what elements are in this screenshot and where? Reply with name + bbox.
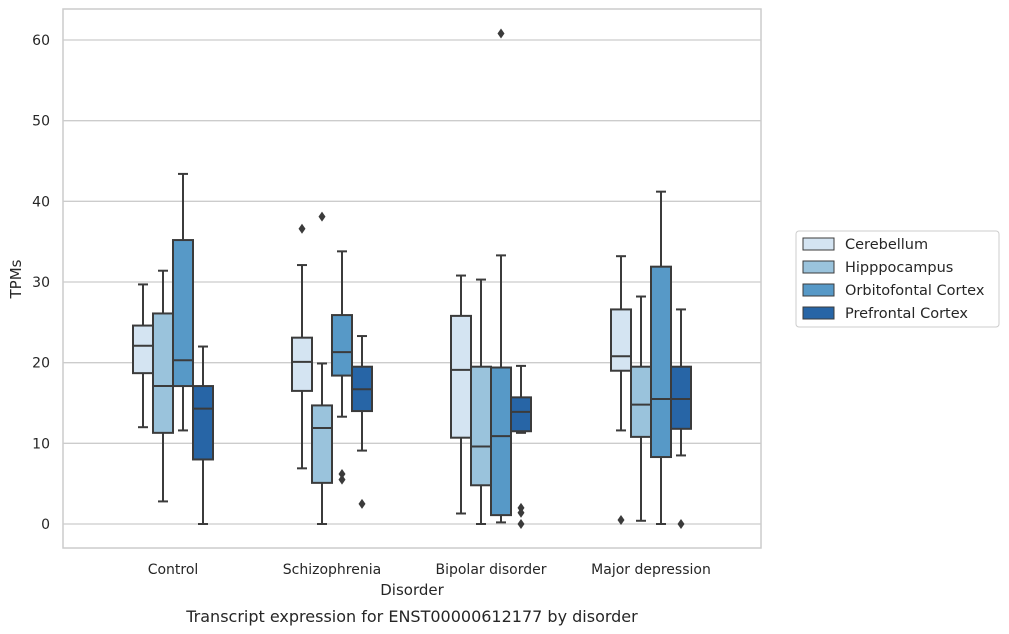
y-tick-label-30: 30 — [32, 275, 50, 291]
box-orbitofontal-cortex-0 — [172, 172, 194, 432]
box-iqr — [450, 314, 472, 439]
legend: Cerebellum Hipppocampus Orbitofontal Corte… — [795, 230, 1000, 328]
box-hipppocampus-3 — [630, 295, 652, 522]
outlier-point-0 — [677, 519, 685, 529]
box-iqr — [331, 314, 353, 377]
box-iqr — [152, 312, 174, 434]
box-prefrontal-cortex-3 — [670, 308, 692, 529]
box-prefrontal-cortex-1 — [351, 335, 373, 509]
box-iqr — [670, 365, 692, 430]
x-tick-label-bipolar-disorder: Bipolar disorder — [435, 562, 546, 578]
box-cerebellum-1 — [291, 223, 313, 470]
box-iqr — [510, 396, 532, 433]
legend-label-prefrontal-cortex: Prefrontal Cortex — [845, 306, 968, 322]
y-tick-label-0: 0 — [41, 517, 50, 533]
legend-swatch-prefrontal-cortex — [802, 306, 835, 320]
y-tick-label-40: 40 — [32, 194, 50, 210]
x-tick-label-major-depression: Major depression — [591, 562, 711, 578]
plot-frame — [62, 8, 762, 549]
box-iqr — [132, 324, 154, 375]
legend-frame — [795, 230, 1000, 328]
boxes-layer — [132, 28, 692, 529]
box-iqr — [650, 265, 672, 459]
box-orbitofontal-cortex-2 — [490, 28, 512, 524]
chart-caption: Transcript expression for ENST0000061217… — [185, 607, 638, 626]
outlier-point-2 — [517, 519, 525, 529]
outlier-point-0 — [358, 498, 366, 509]
legend-swatch-cerebellum — [802, 237, 835, 251]
box-iqr — [291, 336, 313, 392]
box-iqr — [172, 239, 194, 388]
y-tick-label-50: 50 — [32, 114, 50, 130]
outlier-point-0 — [338, 468, 346, 479]
box-cerebellum-0 — [132, 283, 154, 429]
box-iqr — [470, 365, 492, 487]
box-hipppocampus-2 — [470, 278, 492, 525]
x-tick-labels: Control Schizophrenia Bipolar disorder Majo… — [148, 562, 711, 578]
box-orbitofontal-cortex-3 — [650, 190, 672, 525]
legend-label-hipppocampus: Hipppocampus — [845, 260, 953, 276]
outlier-point-0 — [497, 28, 505, 39]
x-tick-label-schizophrenia: Schizophrenia — [283, 562, 381, 578]
x-tick-label-control: Control — [148, 562, 199, 578]
box-iqr — [311, 404, 333, 484]
box-hipppocampus-0 — [152, 269, 174, 503]
box-cerebellum-3 — [610, 255, 632, 525]
y-tick-label-20: 20 — [32, 356, 50, 372]
box-iqr — [610, 308, 632, 372]
x-axis-label: Disorder — [380, 581, 444, 599]
y-tick-labels: 0 10 20 30 40 50 60 — [32, 33, 50, 533]
outlier-point-1 — [338, 474, 346, 485]
legend-label-orbitofontal-cortex: Orbitofontal Cortex — [845, 283, 985, 299]
box-prefrontal-cortex-2 — [510, 364, 532, 529]
y-tick-label-60: 60 — [32, 33, 50, 49]
legend-swatch-orbitofontal-cortex — [802, 283, 835, 297]
outlier-point-0 — [298, 223, 306, 234]
y-axis-label: TPMs — [7, 259, 25, 299]
legend-label-cerebellum: Cerebellum — [845, 237, 928, 253]
legend-swatch-hipppocampus — [802, 260, 835, 274]
outlier-point-0 — [617, 514, 625, 525]
box-prefrontal-cortex-0 — [192, 345, 214, 525]
outlier-point-0 — [318, 211, 326, 222]
y-tick-label-10: 10 — [32, 436, 50, 452]
outlier-point-1 — [517, 507, 525, 518]
box-cerebellum-2 — [450, 274, 472, 515]
box-iqr — [192, 385, 214, 461]
box-orbitofontal-cortex-1 — [331, 250, 353, 485]
box-iqr — [630, 365, 652, 438]
box-iqr — [490, 366, 512, 517]
box-hipppocampus-1 — [311, 211, 333, 525]
